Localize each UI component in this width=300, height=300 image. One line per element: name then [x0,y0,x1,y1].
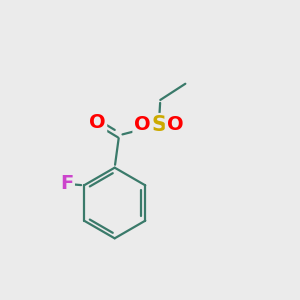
Text: O: O [89,112,105,131]
Text: O: O [167,116,183,134]
Text: S: S [151,115,166,135]
Text: F: F [60,174,73,194]
Text: O: O [134,116,151,134]
